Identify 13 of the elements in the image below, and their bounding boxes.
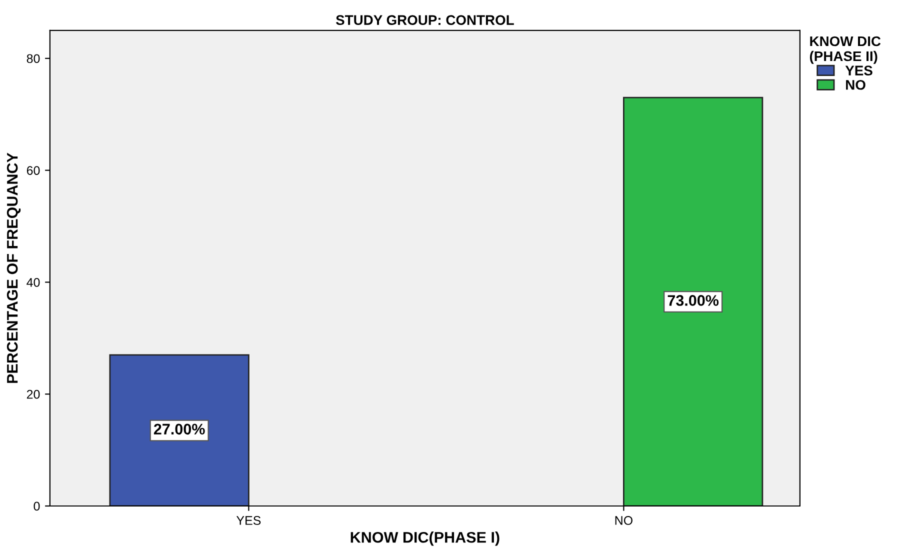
y-axis-title: PERCENTAGE OF FREQUANCY xyxy=(6,152,21,383)
legend-label: NO xyxy=(846,80,866,90)
y-tick-label: 40 xyxy=(26,278,40,287)
data-label: 27.00% xyxy=(154,424,205,435)
data-label: 73.00% xyxy=(668,295,719,306)
y-tick-label: 0 xyxy=(34,502,40,511)
y-tick-label: 60 xyxy=(26,166,40,175)
y-tick-label: 80 xyxy=(26,54,40,64)
x-axis-title: KNOW DIC(PHASE I) xyxy=(350,532,500,546)
legend-title: KNOW DIC (PHASE II) xyxy=(810,36,881,64)
y-tick-label: 20 xyxy=(26,390,40,399)
legend-label: YES xyxy=(845,66,872,76)
chart-title: STUDY GROUP: CONTROL xyxy=(336,15,514,25)
